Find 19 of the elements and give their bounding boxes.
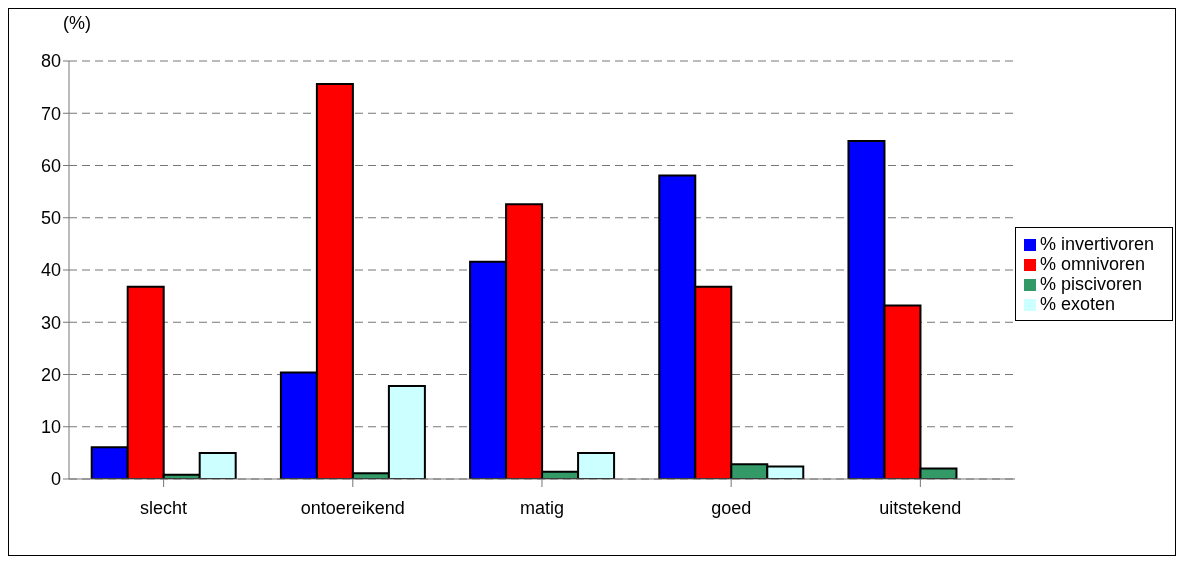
- y-tick-label: 30: [40, 312, 61, 333]
- y-tick-label: 10: [40, 417, 61, 438]
- x-tick-label: matig: [519, 497, 564, 518]
- legend-label: % piscivoren: [1039, 274, 1142, 294]
- y-tick-label: 50: [40, 208, 61, 229]
- legend-label: % invertivoren: [1039, 234, 1154, 254]
- y-tick-label: 0: [50, 469, 61, 490]
- x-tick-label: uitstekend: [879, 497, 962, 518]
- y-tick-label: 40: [40, 260, 61, 281]
- y-tick-label: 20: [40, 364, 61, 385]
- y-tick-label: 60: [40, 155, 61, 176]
- x-tick-label: goed: [711, 497, 752, 518]
- y-tick-label: 80: [40, 51, 61, 72]
- y-axis-title: (%): [63, 13, 91, 34]
- x-tick-label: slecht: [140, 497, 188, 518]
- y-tick-label: 70: [40, 103, 61, 124]
- legend-label: % exoten: [1039, 294, 1116, 314]
- x-tick-label: ontoereikend: [300, 497, 405, 518]
- legend-label: % omnivoren: [1039, 254, 1145, 274]
